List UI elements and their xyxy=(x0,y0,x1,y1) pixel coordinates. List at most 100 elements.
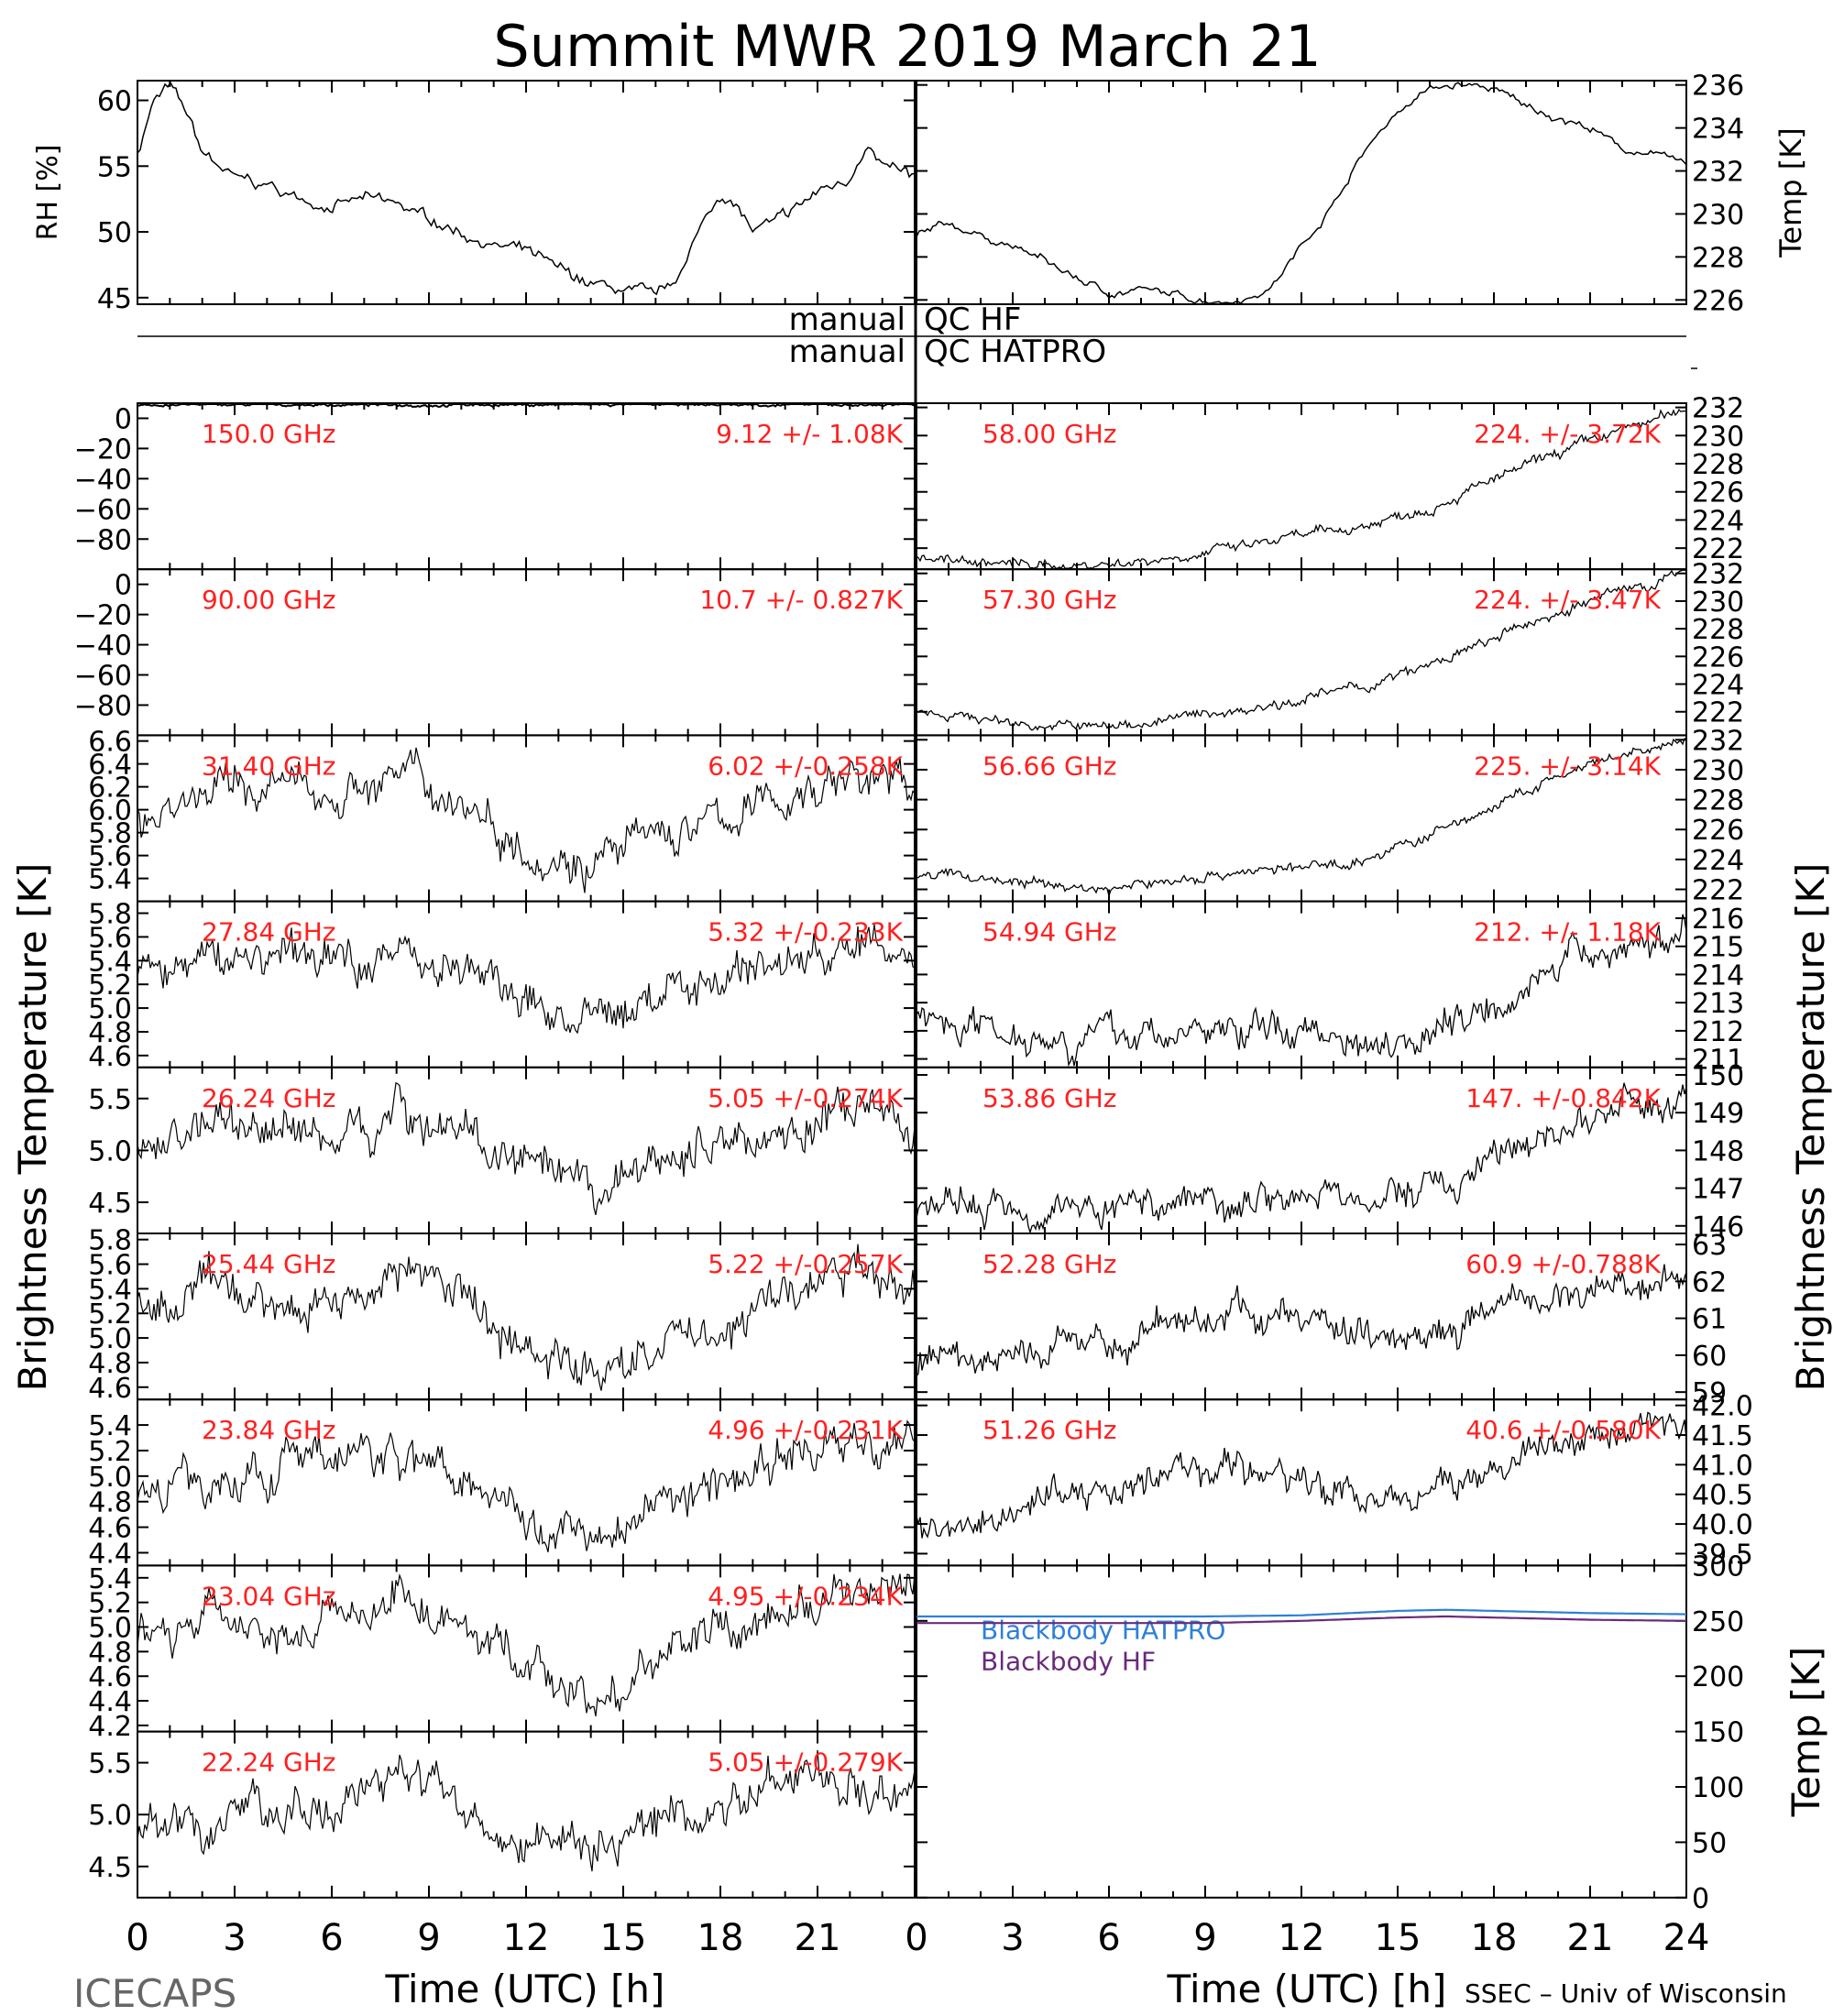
left-6-ytick-label: 5.4 xyxy=(88,1410,132,1442)
x-tick-label-left: 3 xyxy=(223,1917,246,1959)
right-6-ytick-label: 40.5 xyxy=(1692,1480,1753,1512)
left-8-ytick-label: 5.0 xyxy=(88,1800,132,1832)
x-tick-label-right: 12 xyxy=(1279,1917,1325,1959)
left-panel-stat-label: 4.96 +/-0.231K xyxy=(708,1415,903,1445)
left-5-ytick-label: 5.4 xyxy=(88,1274,132,1306)
left-3-ytick-label: 5.8 xyxy=(88,899,132,931)
left-panel-freq-label: 90.00 GHz xyxy=(202,585,336,615)
left-panel-series xyxy=(137,924,916,1035)
right-6-ytick-label: 41.5 xyxy=(1692,1420,1753,1452)
x-tick-label-right: 6 xyxy=(1097,1917,1120,1959)
blackbody-series-0 xyxy=(916,1608,1687,1618)
right-4-ytick-label: 146 xyxy=(1692,1211,1744,1244)
left-panel-stat-label: 5.05 +/-0.274K xyxy=(708,1083,903,1113)
left-4-ytick-label: 5.0 xyxy=(88,1135,132,1167)
rh-ytick-label: 55 xyxy=(97,151,132,183)
left-0-ytick-label: −20 xyxy=(74,433,132,466)
rh-ytick-label: 60 xyxy=(97,86,132,118)
right-0-ytick-label: 222 xyxy=(1692,533,1744,565)
temp-ylabel: Temp [K] xyxy=(1773,127,1808,257)
temp-ytick-label: 234 xyxy=(1692,114,1744,146)
right-3-ytick-label: 213 xyxy=(1692,988,1744,1020)
left-4-ytick-label: 4.5 xyxy=(88,1188,132,1220)
right-panel-freq-label: 58.00 GHz xyxy=(982,419,1117,449)
right-0-ytick-label: 228 xyxy=(1692,449,1744,481)
left-panel-series xyxy=(137,1244,916,1391)
right-panel-freq-label: 52.28 GHz xyxy=(982,1249,1117,1279)
left-7-ytick-label: 5.0 xyxy=(88,1613,132,1645)
right-4-ytick-label: 148 xyxy=(1692,1135,1744,1167)
footer-left: ICECAPS xyxy=(73,1971,236,2016)
left-3-ytick-label: 4.8 xyxy=(88,1017,132,1049)
right-panel-series xyxy=(916,1411,1687,1539)
blackbody-ytick-label: 50 xyxy=(1692,1827,1727,1859)
right-panel-freq-label: 56.66 GHz xyxy=(982,751,1117,781)
left-panel-freq-label: 27.84 GHz xyxy=(202,917,336,948)
right-side-label: Brightness Temperature [K] xyxy=(1788,863,1833,1392)
right-panel-freq-label: 54.94 GHz xyxy=(982,917,1117,948)
left-panel-stat-label: 10.7 +/- 0.827K xyxy=(699,585,903,615)
blackbody-ytick-label: 300 xyxy=(1692,1550,1744,1583)
left-3-ytick-label: 5.6 xyxy=(88,922,132,954)
right-2-ytick-label: 232 xyxy=(1692,725,1744,757)
x-tick-label-right: 24 xyxy=(1663,1917,1710,1959)
left-2-ytick-label: 6.2 xyxy=(88,772,132,805)
left-5-ytick-label: 5.6 xyxy=(88,1250,132,1282)
left-panel-freq-label: 150.0 GHz xyxy=(202,419,336,449)
left-panel-freq-label: 31.40 GHz xyxy=(202,751,336,781)
right-panel-stat-label: 147. +/-0.842K xyxy=(1465,1083,1661,1113)
blackbody-series-1 xyxy=(916,1615,1686,1625)
left-6-ytick-label: 4.8 xyxy=(88,1487,132,1519)
blackbody-ylabel: Temp [K] xyxy=(1784,1647,1828,1818)
left-1-ytick-label: 0 xyxy=(115,570,132,602)
temp-series-line xyxy=(916,82,1687,304)
x-tick-label-left: 12 xyxy=(503,1917,550,1959)
x-tick-label-left: 6 xyxy=(320,1917,343,1959)
left-panel-3: 5.85.65.45.25.04.84.6 27.84 GHz 5.32 +/-0.… xyxy=(88,899,916,1073)
left-2-ytick-label: 5.8 xyxy=(88,818,132,850)
left-6-ytick-label: 4.6 xyxy=(88,1513,132,1545)
blackbody-ytick-label: 0 xyxy=(1692,1883,1709,1915)
right-2-ytick-label: 224 xyxy=(1692,845,1744,877)
right-2-ytick-label: 222 xyxy=(1692,875,1744,907)
right-3-ytick-label: 216 xyxy=(1692,904,1744,936)
right-panel-5: 63 62 61 60 59 52.28 GHz 60.9 +/-0.788K xyxy=(916,1230,1727,1409)
right-5-ytick-label: 61 xyxy=(1692,1304,1727,1336)
right-1-ytick-label: 230 xyxy=(1692,586,1744,619)
left-panel-7: 5.45.25.04.84.64.44.2 23.04 GHz 4.95 +/-0.… xyxy=(88,1563,916,1743)
left-panel-series xyxy=(137,1749,916,1872)
right-6-ytick-label: 41.0 xyxy=(1692,1450,1753,1482)
left-panel-stat-label: 5.22 +/-0.257K xyxy=(708,1249,903,1279)
right-2-ytick-label: 230 xyxy=(1692,755,1744,787)
left-panel-6: 5.45.25.04.84.64.4 23.84 GHz 4.96 +/-0.231… xyxy=(88,1398,916,1570)
left-panel-8: 5.5 5.0 4.5 22.24 GHz 5.05 +/-0.279K xyxy=(88,1730,916,1899)
x-axis-right: 0 3 6 9 12 15 18 21 24 xyxy=(905,1917,1709,1959)
blackbody-panel: 300 250 200 150 100 50 0 Blackbody HATPROBlackb… xyxy=(916,1550,1828,1915)
left-panel-4: 5.5 5.0 4.5 26.24 GHz 5.05 +/-0.274K xyxy=(88,1066,916,1235)
footer-right: SSEC – Univ of Wisconsin xyxy=(1465,1978,1787,2009)
left-2-ytick-label: 6.0 xyxy=(88,795,132,827)
qc-hatpro-right-label: QC HATPRO xyxy=(924,334,1106,370)
x-axis-label-left: Time (UTC) [h] xyxy=(385,1967,665,2011)
right-5-ytick-label: 60 xyxy=(1692,1341,1727,1373)
right-3-ytick-label: 214 xyxy=(1692,959,1744,992)
left-8-ytick-label: 4.5 xyxy=(88,1852,132,1884)
left-panel-series xyxy=(137,747,916,893)
left-5-ytick-label: 5.0 xyxy=(88,1323,132,1355)
left-panel-freq-label: 23.84 GHz xyxy=(202,1415,336,1445)
left-6-ytick-label: 5.0 xyxy=(88,1462,132,1494)
left-7-ytick-label: 4.6 xyxy=(88,1661,132,1693)
left-panel-freq-label: 22.24 GHz xyxy=(202,1748,336,1778)
rh-ylabel: RH [%] xyxy=(32,145,64,241)
left-3-ytick-label: 4.6 xyxy=(88,1041,132,1073)
left-2-ytick-label: 5.6 xyxy=(88,841,132,873)
right-panel-stat-label: 60.9 +/-0.788K xyxy=(1465,1249,1661,1279)
rh-panel-frame xyxy=(137,80,916,305)
x-axis-label-right: Time (UTC) [h] xyxy=(1167,1967,1447,2011)
right-panel-stat-label: 224. +/- 3.47K xyxy=(1474,585,1661,615)
right-panel-stat-label: 224. +/- 3.72K xyxy=(1474,419,1661,449)
